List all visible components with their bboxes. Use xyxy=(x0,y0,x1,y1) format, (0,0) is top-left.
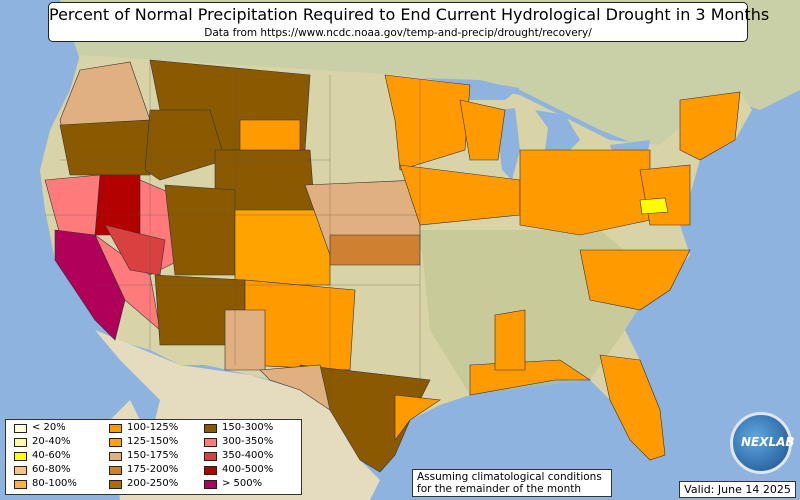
region-texas-brown xyxy=(299,364,431,473)
legend-swatch xyxy=(14,480,27,489)
region-carolinas xyxy=(579,249,691,311)
legend-swatch xyxy=(109,480,122,489)
legend-label: < 20% xyxy=(32,422,66,433)
region-oklahoma xyxy=(329,234,421,266)
region-nevada-red xyxy=(94,174,141,236)
legend-label: 350-400% xyxy=(222,450,274,461)
legend-label: 100-125% xyxy=(127,422,179,433)
legend-label: 200-250% xyxy=(127,478,179,489)
legend-label: 80-100% xyxy=(32,478,77,489)
lake-huron xyxy=(535,110,580,160)
note-line: for the remainder of the month xyxy=(417,483,582,495)
legend-label: 150-300% xyxy=(222,422,274,433)
legend-label: 150-175% xyxy=(127,450,179,461)
legend-swatch xyxy=(204,466,217,475)
region-midwest xyxy=(384,74,471,171)
legend-swatch xyxy=(204,424,217,433)
legend-label: 300-350% xyxy=(222,436,274,447)
region-se-texas xyxy=(394,394,441,441)
state-borders xyxy=(45,60,421,400)
valid-date: Valid: June 14 2025 xyxy=(679,481,796,498)
region-michigan xyxy=(459,99,506,161)
assumption-note: Assuming climatological conditions for t… xyxy=(412,469,612,497)
legend-label: 20-40% xyxy=(32,436,71,447)
legend-swatch xyxy=(204,438,217,447)
legend-swatch xyxy=(14,424,27,433)
nexlab-logo: NEXLAB xyxy=(730,412,795,474)
legend-swatch xyxy=(204,452,217,461)
legend-swatch xyxy=(204,480,217,489)
region-ohio-valley xyxy=(519,149,651,236)
legend-swatch xyxy=(109,438,122,447)
map-title: Percent of Normal Precipitation Required… xyxy=(49,5,770,24)
lake-ontario xyxy=(610,140,650,152)
drought-regions xyxy=(44,59,741,473)
region-texas-tan xyxy=(259,364,331,411)
logo-text: NEXLAB xyxy=(741,435,795,449)
region-florida xyxy=(599,354,666,461)
region-se-nm-tan xyxy=(224,309,266,371)
region-miss-strip xyxy=(494,309,526,371)
map-subtitle: Data from https://www.ncdc.noaa.gov/temp… xyxy=(204,27,592,39)
region-oregon xyxy=(59,119,151,176)
region-utah xyxy=(164,184,236,276)
legend-label: 175-200% xyxy=(127,464,179,475)
region-colorado xyxy=(234,209,331,286)
region-md-yellow xyxy=(639,197,669,215)
legend-swatch xyxy=(14,452,27,461)
region-dakotas-south xyxy=(239,119,301,151)
title-box: Percent of Normal Precipitation Required… xyxy=(48,2,770,42)
legend: < 20% 20-40% 40-60% 60-80% 80-100% 100-1… xyxy=(5,419,302,495)
legend-label: 40-60% xyxy=(32,450,71,461)
legend-swatch xyxy=(14,438,27,447)
region-northeast xyxy=(679,91,741,161)
legend-label: > 500% xyxy=(222,478,263,489)
legend-swatch xyxy=(109,466,122,475)
legend-label: 60-80% xyxy=(32,464,71,475)
lake-michigan xyxy=(498,108,520,180)
legend-swatch xyxy=(14,466,27,475)
note-line: Assuming climatological conditions xyxy=(417,471,602,483)
legend-swatch xyxy=(109,424,122,433)
legend-label: 125-150% xyxy=(127,436,179,447)
legend-swatch xyxy=(109,452,122,461)
legend-label: 400-500% xyxy=(222,464,274,475)
